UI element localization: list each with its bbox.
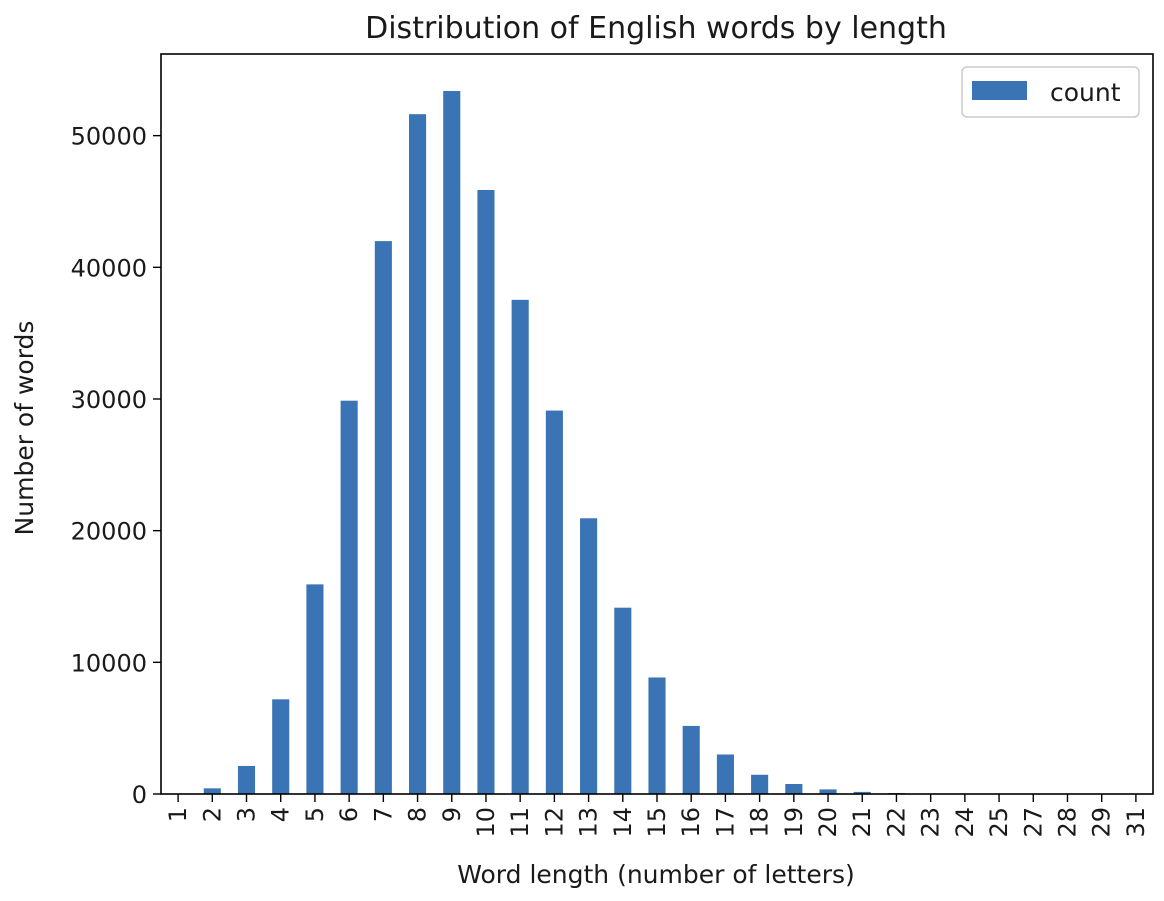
bar-3 <box>237 765 256 794</box>
bar-11 <box>511 299 529 794</box>
y-axis-ticks: 0 10000 20000 30000 40000 50000 <box>71 123 161 809</box>
x-axis-ticks: 1 2 3 4 5 6 7 8 9 10 11 12 13 14 15 16 17 18 19 20 21 22 23 24 2… <box>164 794 1150 838</box>
bar-16 <box>682 725 700 794</box>
x-tick-label: 7 <box>369 807 397 822</box>
x-tick-label: 31 <box>1122 807 1150 838</box>
bar-13 <box>580 518 598 794</box>
bar-17 <box>716 754 734 794</box>
y-tick-label: 40000 <box>71 254 147 282</box>
x-axis-label: Word length (number of letters) <box>457 860 855 889</box>
legend-swatch <box>972 81 1027 100</box>
y-tick-label: 10000 <box>71 649 147 677</box>
bar-12 <box>545 410 563 794</box>
bar-5 <box>306 584 324 794</box>
legend: count <box>961 66 1140 118</box>
x-tick-label: 29 <box>1088 807 1116 838</box>
y-tick-label: 0 <box>132 781 147 809</box>
x-tick-label: 28 <box>1053 807 1081 838</box>
x-tick-label: 13 <box>575 807 603 838</box>
x-tick-label: 2 <box>198 807 226 822</box>
x-tick-label: 24 <box>951 807 979 838</box>
x-tick-label: 20 <box>814 807 842 838</box>
x-tick-label: 22 <box>882 807 910 838</box>
bar-21 <box>853 791 871 794</box>
x-tick-label: 3 <box>233 807 261 822</box>
bar-18 <box>751 774 769 794</box>
x-tick-label: 14 <box>609 807 637 838</box>
y-axis-label: Number of words <box>10 321 39 536</box>
x-tick-label: 15 <box>643 807 671 838</box>
bar-20 <box>819 789 837 794</box>
x-tick-label: 9 <box>438 807 466 822</box>
x-tick-label: 16 <box>677 807 705 838</box>
bar-7 <box>374 241 392 795</box>
x-tick-label: 6 <box>335 807 363 822</box>
y-tick-label: 30000 <box>71 386 147 414</box>
x-tick-label: 27 <box>1019 807 1047 838</box>
bar-10 <box>477 190 495 794</box>
bar-15 <box>648 677 666 794</box>
x-tick-label: 18 <box>746 807 774 838</box>
legend-label: count <box>1050 78 1121 107</box>
x-tick-label: 17 <box>711 807 739 838</box>
bar-19 <box>785 783 803 794</box>
x-tick-label: 25 <box>985 807 1013 838</box>
plot-frame <box>160 53 1154 795</box>
bars-group <box>169 91 1145 795</box>
x-tick-label: 21 <box>848 807 876 838</box>
bar-9 <box>443 91 461 794</box>
bar-8 <box>409 114 427 794</box>
x-tick-label: 11 <box>506 807 534 838</box>
legend-box <box>961 66 1140 118</box>
x-tick-label: 23 <box>917 807 945 838</box>
x-tick-label: 1 <box>164 807 192 822</box>
x-tick-label: 12 <box>540 807 568 838</box>
x-tick-label: 8 <box>404 807 432 822</box>
bar-2 <box>203 788 221 794</box>
bar-4 <box>272 699 290 794</box>
bar-14 <box>614 607 632 794</box>
x-tick-label: 10 <box>472 807 500 838</box>
bar-6 <box>340 400 358 794</box>
chart-title: Distribution of English words by length <box>365 11 947 46</box>
x-tick-label: 5 <box>301 807 329 822</box>
y-tick-label: 50000 <box>71 123 147 151</box>
x-tick-label: 19 <box>780 807 808 838</box>
y-tick-label: 20000 <box>71 518 147 546</box>
x-tick-label: 4 <box>267 807 295 822</box>
